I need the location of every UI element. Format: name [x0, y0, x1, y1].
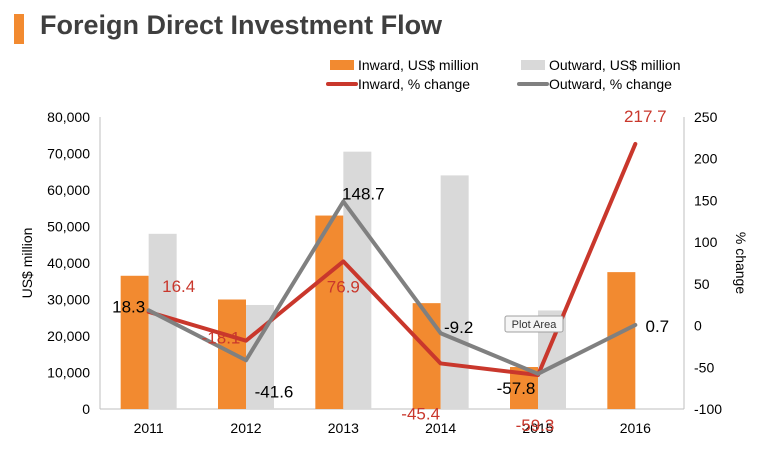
y2-tick-label: 250 — [694, 109, 718, 125]
y-tick-label: 40,000 — [47, 255, 90, 271]
outward-bar — [343, 151, 372, 410]
inward-bar — [607, 272, 636, 409]
plot-area-tooltip-text: Plot Area — [512, 319, 558, 331]
inward-data-label: 217.7 — [624, 107, 667, 126]
y-tick-label: 30,000 — [47, 292, 90, 308]
legend-swatch — [521, 60, 545, 70]
y-tick-label: 10,000 — [47, 365, 90, 381]
inward-bar — [120, 275, 149, 409]
y2-tick-label: 0 — [694, 318, 702, 334]
outward-data-label: 148.7 — [342, 185, 385, 204]
inward-data-label: 76.9 — [327, 277, 360, 296]
outward-data-label: -9.2 — [444, 318, 473, 337]
y2-tick-label: 200 — [694, 151, 718, 167]
legend-swatch — [330, 60, 354, 70]
y2-tick-label: -100 — [694, 401, 722, 417]
inward-data-label: -59.3 — [516, 416, 555, 435]
x-tick-label: 2012 — [230, 420, 261, 436]
outward-bar — [440, 175, 469, 409]
y2-axis-title: % change — [733, 232, 749, 294]
legend-entry: Inward, US$ million — [358, 57, 479, 73]
legend-entry: Outward, % change — [549, 76, 672, 92]
inward-data-label: -18.1 — [202, 329, 241, 348]
outward-data-label: 18.3 — [112, 297, 145, 316]
y-axis-title: US$ million — [19, 228, 35, 299]
outward-change-line — [146, 199, 638, 376]
inward-data-label: -45.4 — [401, 404, 440, 423]
page-title: Foreign Direct Investment Flow — [40, 10, 443, 40]
y-tick-label: 0 — [82, 401, 90, 417]
y2-tick-label: 50 — [694, 276, 710, 292]
x-tick-label: 2011 — [134, 420, 164, 436]
x-tick-label: 2013 — [328, 420, 359, 436]
title-accent-bar — [14, 14, 24, 44]
inward-bar — [412, 303, 441, 409]
y2-tick-label: 150 — [694, 192, 718, 208]
y2-tick-label: -50 — [694, 359, 714, 375]
inward-change-line — [146, 141, 638, 378]
y2-tick-label: 100 — [694, 234, 718, 250]
inward-bar — [315, 215, 344, 409]
outward-data-label: -57.8 — [497, 379, 536, 398]
x-tick-label: 2014 — [425, 420, 456, 436]
legend-entry: Outward, US$ million — [549, 57, 681, 73]
outward-data-label: 0.7 — [646, 317, 670, 336]
outward-data-label: -41.6 — [255, 382, 294, 401]
y-tick-label: 80,000 — [47, 109, 90, 125]
inward-data-label: 16.4 — [162, 277, 195, 296]
x-tick-label: 2016 — [620, 420, 651, 436]
y-tick-label: 60,000 — [47, 182, 90, 198]
plot-area-tooltip — [504, 315, 564, 333]
y-tick-label: 20,000 — [47, 328, 90, 344]
legend-entry: Inward, % change — [358, 76, 470, 92]
x-tick-label: 2015 — [522, 420, 553, 436]
y-tick-label: 50,000 — [47, 219, 90, 235]
y-tick-label: 70,000 — [47, 146, 90, 162]
